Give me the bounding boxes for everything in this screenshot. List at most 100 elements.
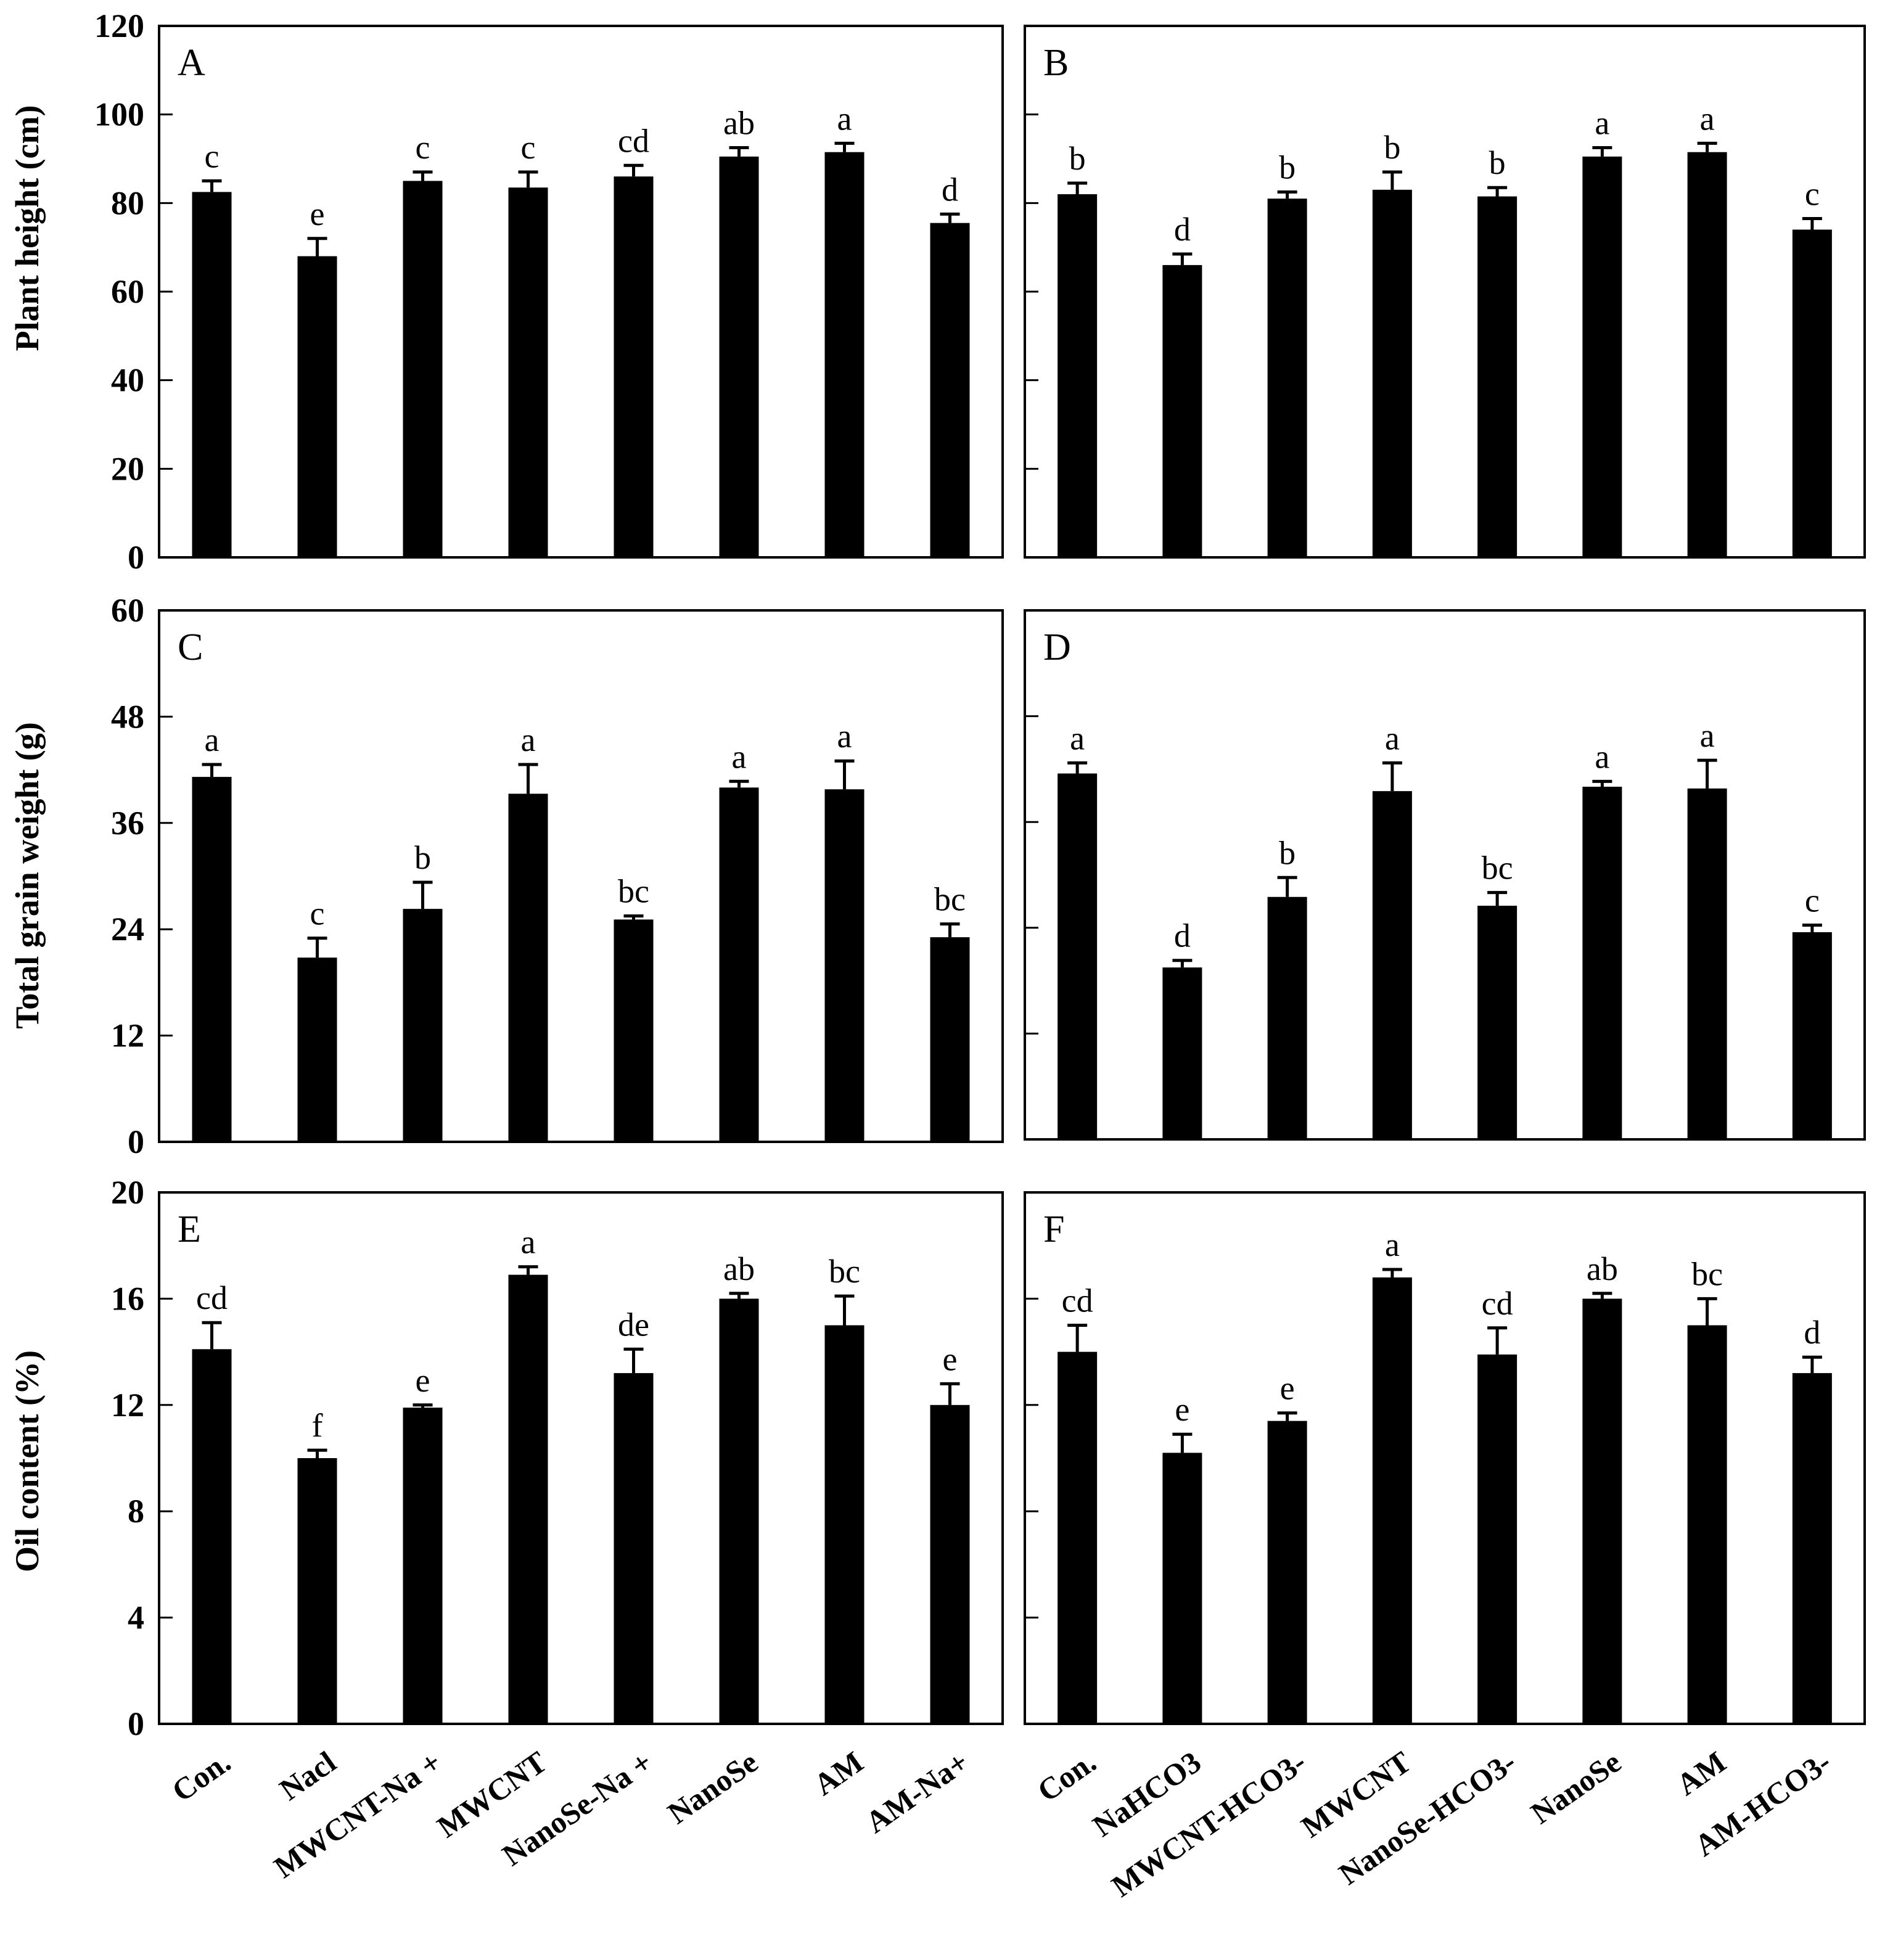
panel-F-bar-5 <box>1582 1298 1622 1724</box>
panel-B-bar-1 <box>1162 264 1202 557</box>
panel-D-bar-7 <box>1792 932 1832 1139</box>
panel-E-ylabel: Oil content (%) <box>9 1350 46 1572</box>
panel-E-sig-letter-3: a <box>521 1224 536 1261</box>
panel-C-frame <box>158 609 1004 1143</box>
panel-C-sig-letter-2: b <box>414 839 431 876</box>
panel-D-sig-letter-0: a <box>1070 720 1085 757</box>
panel-C-ytick-label-0: 0 <box>128 1123 144 1160</box>
panel-E-sig-letter-1: f <box>312 1407 323 1444</box>
panel-C-bar-3 <box>508 793 548 1142</box>
panel-E-ytick-label-0: 0 <box>128 1705 144 1742</box>
panel-A-sig-letter-2: c <box>416 129 430 166</box>
panel-B-sig-letter-4: b <box>1489 144 1506 181</box>
panel-A-bar-5 <box>719 156 759 558</box>
panel-C-ytick-label-2: 24 <box>111 911 144 948</box>
panel-B-sig-letter-0: b <box>1069 140 1086 177</box>
panel-B-sig-letter-2: b <box>1279 149 1296 186</box>
panel-F-bar-6 <box>1687 1325 1727 1724</box>
panel-E-bar-0 <box>192 1349 232 1724</box>
panel-A-ytick-label-6: 120 <box>94 7 144 44</box>
panel-A-letter: A <box>178 42 205 84</box>
panel-D-bar-1 <box>1162 967 1202 1139</box>
panel-C-bar-4 <box>614 919 654 1142</box>
panel-C-bar-6 <box>824 789 865 1142</box>
panel-A-sig-letter-6: a <box>837 100 852 137</box>
panel-E-bar-1 <box>297 1458 337 1724</box>
panel-C-letter: C <box>178 626 203 668</box>
panel-A-ytick-label-5: 100 <box>94 96 144 133</box>
panel-A-bar-0 <box>192 192 232 557</box>
panel-F-sig-letter-6: bc <box>1691 1255 1723 1292</box>
panel-C-bar-1 <box>297 957 337 1142</box>
panel-C-sig-letter-7: bc <box>934 881 966 918</box>
panel-C-bar-5 <box>719 787 759 1142</box>
panel-F-frame <box>1024 1191 1866 1725</box>
panel-C-sig-letter-1: c <box>310 895 325 932</box>
panel-C-ytick-label-4: 48 <box>111 698 144 735</box>
panel-F-bar-7 <box>1792 1373 1832 1724</box>
panel-F-letter: F <box>1043 1208 1064 1250</box>
panel-E-sig-letter-2: e <box>416 1362 430 1399</box>
panel-A-ytick-label-4: 80 <box>111 184 144 221</box>
panel-D-sig-letter-7: c <box>1805 882 1820 919</box>
panel-F-sig-letter-1: e <box>1175 1391 1189 1428</box>
panel-A-sig-letter-4: cd <box>618 122 649 159</box>
panel-F-bar-0 <box>1058 1351 1098 1724</box>
panel-C-ytick-label-3: 36 <box>111 805 144 842</box>
panel-A-ytick-label-0: 0 <box>128 539 144 576</box>
panel-B-bar-3 <box>1372 189 1412 557</box>
panel-E-sig-letter-5: ab <box>723 1250 755 1287</box>
panel-D-sig-letter-2: b <box>1279 834 1296 871</box>
panel-B-sig-letter-3: b <box>1384 129 1400 166</box>
panel-E-sig-letter-6: bc <box>829 1253 860 1290</box>
panel-E-sig-letter-4: de <box>618 1306 649 1343</box>
panel-A-ylabel: Plant height (cm) <box>9 105 46 351</box>
panel-B-bar-5 <box>1582 156 1622 558</box>
panel-A-sig-letter-3: c <box>521 129 536 166</box>
panel-D-sig-letter-4: bc <box>1482 850 1513 887</box>
panel-C-sig-letter-0: a <box>205 721 220 758</box>
panel-C-ytick-label-1: 12 <box>111 1017 144 1054</box>
panel-F-bar-1 <box>1162 1453 1202 1724</box>
panel-F-sig-letter-4: cd <box>1482 1285 1513 1322</box>
panel-A-sig-letter-0: c <box>205 137 220 174</box>
panel-B-sig-letter-1: d <box>1174 211 1191 248</box>
panel-D-bar-2 <box>1267 896 1307 1139</box>
panel-E-bar-2 <box>403 1408 443 1724</box>
panel-E-bar-3 <box>508 1274 548 1724</box>
panel-D-bar-5 <box>1582 787 1622 1139</box>
panel-F-sig-letter-3: a <box>1385 1226 1400 1263</box>
panel-B-bar-2 <box>1267 199 1307 557</box>
panel-D-sig-letter-6: a <box>1700 717 1715 754</box>
panel-A-bar-7 <box>930 223 970 557</box>
panel-E-ytick-label-3: 12 <box>111 1387 144 1424</box>
panel-E-bar-5 <box>719 1298 759 1724</box>
panel-D-sig-letter-1: d <box>1174 917 1191 954</box>
panel-B-sig-letter-5: a <box>1595 105 1609 142</box>
panel-C-bar-7 <box>930 937 970 1142</box>
panel-A-sig-letter-1: e <box>310 195 325 232</box>
panel-A-sig-letter-7: d <box>942 171 958 208</box>
panel-C-bar-2 <box>403 909 443 1142</box>
panel-E-bar-7 <box>930 1404 970 1724</box>
panel-C-bar-0 <box>192 777 232 1142</box>
panel-C-sig-letter-5: a <box>732 738 747 775</box>
panel-A-ytick-label-2: 40 <box>111 362 144 399</box>
panel-E-frame <box>158 1191 1004 1725</box>
panel-A-bar-6 <box>824 152 865 558</box>
panel-E-letter: E <box>178 1208 201 1250</box>
panel-C-ylabel: Total grain weight (g) <box>9 722 46 1029</box>
panel-A-bar-3 <box>508 187 548 558</box>
panel-F-sig-letter-7: d <box>1804 1314 1820 1351</box>
panel-B-bar-0 <box>1058 194 1098 557</box>
panel-B-sig-letter-7: c <box>1805 175 1820 212</box>
panel-F-bar-4 <box>1477 1354 1518 1724</box>
panel-F-sig-letter-2: e <box>1280 1370 1295 1407</box>
panel-E-bar-6 <box>824 1325 865 1724</box>
panel-A-ytick-label-3: 60 <box>111 273 144 310</box>
panel-D-bar-3 <box>1372 791 1412 1139</box>
panel-E-ytick-label-5: 20 <box>111 1174 144 1211</box>
panel-C-sig-letter-6: a <box>837 718 852 755</box>
panel-D-sig-letter-3: a <box>1385 720 1400 757</box>
